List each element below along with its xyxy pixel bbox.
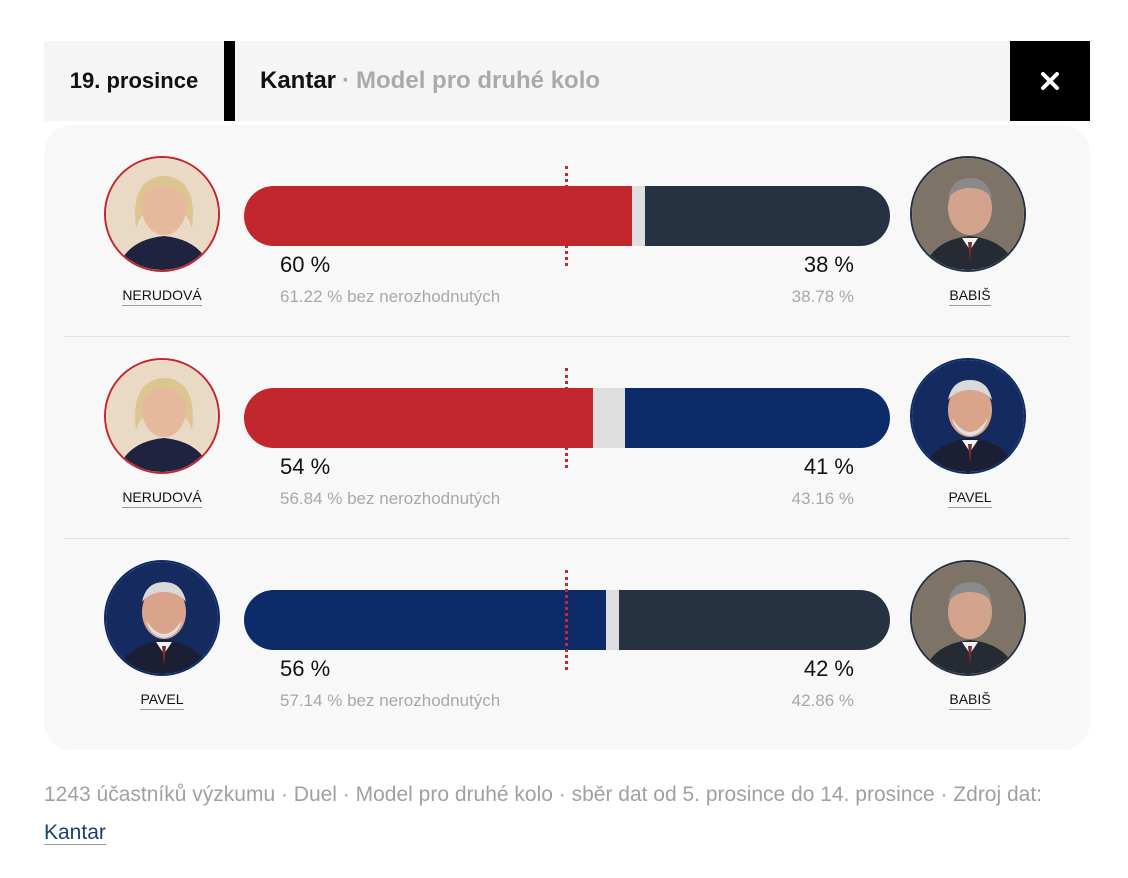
title-separator: · — [342, 67, 351, 94]
candidate-name[interactable]: BABIŠ — [910, 287, 1030, 306]
poll-header: 19. prosince Kantar · Model pro druhé ko… — [44, 41, 1090, 121]
candidate-avatar — [910, 358, 1026, 474]
bar-segment-left — [244, 388, 593, 448]
midline-50 — [565, 166, 568, 266]
candidate-avatar — [104, 560, 220, 676]
portrait-nerudov — [106, 158, 218, 270]
poll-footer: 1243 účastníků výzkumu · Duel · Model pr… — [44, 776, 1074, 852]
candidate-name-label: BABIŠ — [949, 691, 991, 710]
left-percent-excl-undecided: 57.14 % bez nerozhodnutých — [280, 691, 501, 710]
candidate-avatar — [104, 156, 220, 272]
right-percent-excl-undecided: 43.16 % — [791, 489, 854, 508]
right-percent-excl-undecided: 42.86 % — [791, 691, 854, 710]
left-percent: 54 % — [280, 454, 331, 479]
duel-bar — [244, 590, 890, 650]
header-divider — [224, 41, 235, 121]
portrait-babi — [912, 158, 1024, 270]
midline-50 — [565, 570, 568, 670]
right-percent: 42 % — [803, 656, 854, 681]
candidate-name-label: BABIŠ — [949, 287, 991, 306]
left-percent: 60 % — [280, 252, 331, 277]
candidate-name-label: PAVEL — [948, 489, 992, 508]
footer-text: 1243 účastníků výzkumu · Duel · Model pr… — [44, 783, 1043, 806]
duel-chart-card: NERUDOVÁ BABIŠ 60 % 61.22 % bez nerozhodnut… — [44, 125, 1090, 750]
bar-segment-left — [244, 186, 632, 246]
poll-subtitle: Model pro druhé kolo — [356, 67, 601, 94]
bar-segment-undecided — [631, 186, 645, 246]
bar-segment-right — [625, 388, 890, 448]
portrait-pavel — [106, 562, 218, 674]
poll-title: Kantar · Model pro druhé kolo — [260, 41, 600, 121]
candidate-name-label: PAVEL — [140, 691, 184, 710]
portrait-pavel — [912, 360, 1024, 472]
bar-segment-right — [618, 590, 890, 650]
bar-segment-left — [244, 590, 606, 650]
right-percent: 38 % — [803, 252, 854, 277]
duel-row: NERUDOVÁ PAVEL 54 % 56.84 % bez nerozhodnut… — [44, 327, 1090, 529]
close-icon — [1041, 72, 1059, 90]
candidate-avatar — [104, 358, 220, 474]
right-percent-excl-undecided: 38.78 % — [791, 287, 854, 306]
duel-row: PAVEL BABIŠ 56 % 57.14 % bez nerozhodnutých… — [44, 529, 1090, 731]
candidate-name[interactable]: PAVEL — [910, 489, 1030, 508]
duel-divider — [64, 538, 1070, 539]
portrait-babi — [912, 562, 1024, 674]
candidate-name-label: NERUDOVÁ — [122, 489, 202, 508]
duel-row: NERUDOVÁ BABIŠ 60 % 61.22 % bez nerozhodnut… — [44, 125, 1090, 327]
candidate-name[interactable]: NERUDOVÁ — [102, 287, 222, 306]
candidate-name[interactable]: NERUDOVÁ — [102, 489, 222, 508]
source-link[interactable]: Kantar — [44, 821, 106, 845]
duel-bar — [244, 388, 890, 448]
date-tab[interactable]: 19. prosince — [69, 68, 199, 93]
portrait-nerudov — [106, 360, 218, 472]
midline-50 — [565, 368, 568, 468]
left-percent-excl-undecided: 61.22 % bez nerozhodnutých — [280, 287, 501, 306]
candidate-avatar — [910, 560, 1026, 676]
poll-source: Kantar — [260, 67, 337, 94]
close-button[interactable] — [1010, 41, 1090, 121]
duel-divider — [64, 336, 1070, 337]
bar-segment-right — [644, 186, 890, 246]
left-percent-excl-undecided: 56.84 % bez nerozhodnutých — [280, 489, 501, 508]
candidate-name[interactable]: PAVEL — [102, 691, 222, 710]
right-percent: 41 % — [803, 454, 854, 479]
candidate-name[interactable]: BABIŠ — [910, 691, 1030, 710]
left-percent: 56 % — [280, 656, 331, 681]
candidate-avatar — [910, 156, 1026, 272]
bar-segment-undecided — [605, 590, 619, 650]
bar-segment-undecided — [592, 388, 626, 448]
candidate-name-label: NERUDOVÁ — [122, 287, 202, 306]
